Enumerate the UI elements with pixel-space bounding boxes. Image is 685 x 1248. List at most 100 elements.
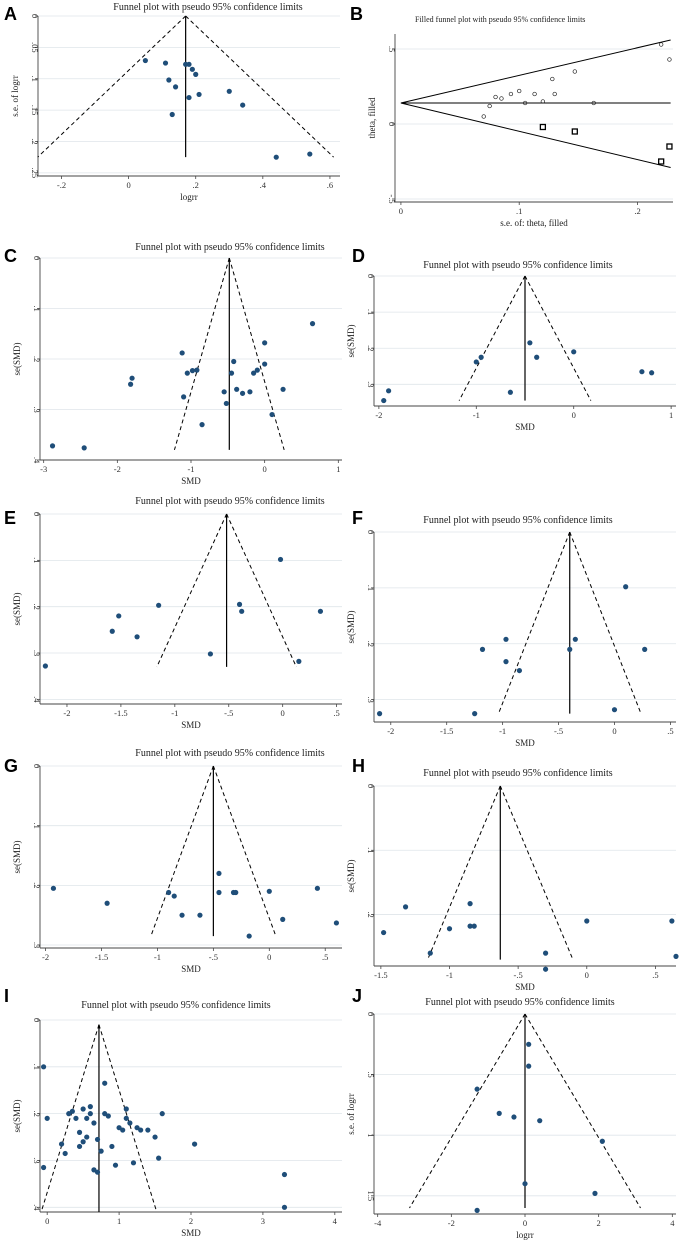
study-point [262, 340, 268, 346]
panel-letter: G [4, 756, 18, 776]
study-point [156, 602, 162, 608]
panel-letter: I [4, 986, 9, 1006]
study-point [281, 1204, 288, 1210]
lower-confidence-limit [40, 1024, 100, 1213]
study-point [84, 1134, 90, 1140]
study-point [669, 918, 675, 924]
y-axis-label: se(SMD) [12, 840, 22, 873]
y-tick-label: .2 [366, 345, 376, 351]
y-axis-label: se(SMD) [346, 610, 356, 643]
y-tick-label: 0 [366, 530, 376, 534]
study-point [262, 361, 268, 367]
study-point [87, 1104, 93, 1110]
study-point [189, 66, 195, 72]
study-point [189, 368, 196, 374]
x-tick-label: -3 [40, 464, 47, 474]
chart-title: Funnel plot with pseudo 95% confidence l… [423, 260, 613, 271]
study-point [186, 61, 192, 67]
y-tick-label: 0 [32, 512, 42, 516]
x-tick-label: -.5 [224, 708, 233, 718]
y-tick-label: .05 [30, 42, 40, 53]
study-point [642, 646, 648, 652]
panel-h: H Funnel plot with pseudo 95% confidence … [346, 756, 679, 992]
study-point [123, 1106, 129, 1112]
chart-title: Funnel plot with pseudo 95% confidence l… [423, 768, 613, 779]
lower-confidence-limit [37, 15, 186, 158]
x-tick-label: -2 [42, 952, 49, 962]
filled-point [666, 143, 673, 150]
study-point [673, 953, 679, 959]
y-tick-label: 1.5 [366, 1191, 376, 1202]
study-point [196, 91, 202, 98]
x-tick-label: .2 [193, 180, 199, 190]
upper-confidence-limit [212, 765, 277, 937]
study-point [233, 889, 239, 896]
study-point [138, 1127, 144, 1133]
x-axis-label: SMD [181, 476, 201, 486]
study-point [239, 608, 245, 614]
x-tick-label: -1 [446, 970, 453, 980]
study-point [94, 1136, 101, 1143]
observed-point [499, 96, 504, 101]
y-axis-label: se(SMD) [12, 1099, 22, 1132]
study-point [116, 613, 122, 619]
observed-point [659, 42, 664, 47]
study-point [193, 71, 199, 77]
x-tick-label: 0 [263, 464, 267, 474]
observed-point [532, 91, 537, 97]
study-point [105, 1113, 111, 1119]
lower-confidence-limit [409, 1013, 526, 1209]
study-point [134, 634, 140, 640]
panel-e: E Funnel plot with pseudo 95% confidence … [4, 496, 342, 730]
x-tick-label: 0 [523, 1218, 527, 1228]
y-tick-label: 0 [30, 14, 40, 18]
x-tick-label: 0 [126, 180, 130, 190]
panel-g: G Funnel plot with pseudo 95% confidence … [4, 748, 342, 974]
panel-f: F Funnel plot with pseudo 95% confidence … [346, 508, 676, 748]
study-point [127, 1120, 133, 1126]
study-point [109, 1143, 115, 1150]
study-point [376, 711, 383, 717]
study-point [522, 1181, 528, 1187]
study-point [246, 933, 252, 939]
y-tick-label: .2 [366, 911, 376, 917]
study-point [333, 920, 340, 926]
panel-a: A Funnel plot with pseudo 95% confidence … [4, 2, 340, 202]
y-tick-label: 1 [366, 1133, 376, 1137]
study-point [156, 1155, 162, 1161]
chart-title: Funnel plot with pseudo 95% confidence l… [425, 997, 615, 1008]
study-point [507, 389, 513, 395]
x-tick-label: 0 [612, 726, 616, 736]
study-point [80, 1139, 86, 1145]
x-tick-label: .6 [327, 180, 333, 190]
study-point [571, 349, 577, 355]
study-point [503, 636, 509, 642]
study-point [240, 102, 246, 108]
study-point [40, 1164, 47, 1171]
study-point [296, 658, 302, 664]
study-point [542, 966, 549, 972]
study-point [186, 94, 192, 101]
study-point [473, 359, 479, 365]
upper-confidence-limit [569, 531, 642, 714]
study-point [94, 1169, 101, 1175]
x-axis-label: logrr [516, 1230, 534, 1240]
study-point [199, 422, 205, 428]
study-point [516, 667, 523, 674]
y-tick-label: .1 [32, 305, 42, 311]
x-tick-label: -1.5 [440, 726, 453, 736]
panel-c: C Funnel plot with pseudo 95% confidence … [4, 242, 342, 486]
study-point [50, 885, 57, 891]
x-tick-label: 0 [45, 1216, 49, 1226]
study-point [649, 370, 655, 376]
x-axis-label: s.e. of: theta, filled [500, 218, 568, 228]
x-tick-label: -1 [499, 726, 506, 736]
y-tick-label: .1 [366, 847, 376, 853]
study-point [179, 350, 185, 356]
x-tick-label: 1 [336, 464, 340, 474]
study-point [221, 389, 227, 395]
panel-d: D Funnel plot with pseudo 95% confidence … [346, 246, 676, 432]
observed-point [517, 88, 522, 94]
y-axis-label: se(SMD) [346, 324, 356, 357]
